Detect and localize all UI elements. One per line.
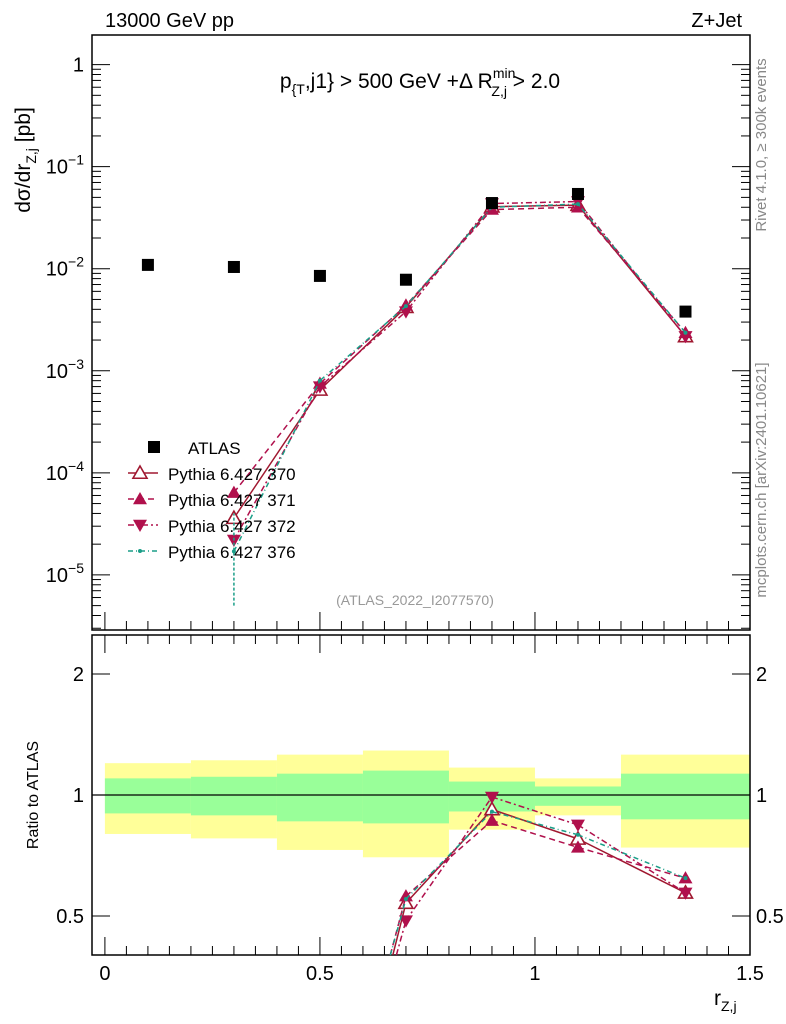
- ratio-line-371: [491, 819, 579, 849]
- series-point-376: [231, 549, 236, 554]
- ratio-line-370: [577, 838, 686, 894]
- ratio-line-376: [389, 898, 407, 956]
- x-tick-label: 0.5: [306, 963, 334, 985]
- legend-label-372: Pythia 6.427 372: [168, 517, 296, 536]
- ratio-point-376: [575, 832, 580, 837]
- ratio-band-inner: [620, 773, 750, 820]
- x-tick-label: 0: [99, 963, 110, 985]
- series-line-371: [233, 206, 687, 494]
- ratio-band-inner: [276, 773, 363, 822]
- ratio-tick-label-right: 0.5: [756, 906, 784, 928]
- x-axis-label: rZ,j: [714, 987, 737, 1014]
- legend-label-376: Pythia 6.427 376: [168, 543, 296, 562]
- ratio-line-376: [491, 810, 579, 836]
- ratio-plot-series: [389, 791, 694, 956]
- y-tick-label: 10−2: [46, 254, 84, 281]
- y-tick-label: 10−5: [46, 560, 84, 587]
- ratio-point-372: [570, 819, 585, 832]
- y-tick-label: 10−1: [46, 152, 84, 179]
- series-point-376: [575, 202, 580, 207]
- header-left: 13000 GeV pp: [105, 10, 234, 32]
- legend-label-atlas: ATLAS: [188, 439, 241, 458]
- series-point-376: [683, 330, 688, 335]
- series-point-372: [678, 331, 693, 344]
- ratio-band-inner: [104, 778, 191, 814]
- ratio-tick-label: 0.5: [56, 906, 84, 928]
- mcplots-info: mcplots.cern.ch [arXiv:2401.10621]: [753, 362, 770, 597]
- ratio-line-372: [405, 796, 493, 921]
- ratio-point-371: [570, 840, 585, 853]
- ratio-point-372: [678, 887, 693, 900]
- x-tick-label: 1: [529, 963, 540, 985]
- header-right: Z+Jet: [691, 10, 742, 32]
- ratio-y-axis-label: Ratio to ATLAS: [25, 741, 42, 849]
- data-point-atlas: [679, 305, 692, 318]
- data-point-atlas: [227, 260, 240, 273]
- legend-marker-371: [133, 492, 147, 505]
- ratio-tick-label-right: 1: [756, 785, 767, 807]
- rivet-info: Rivet 4.1.0, ≥ 300k events: [753, 58, 770, 231]
- data-point-atlas: [141, 258, 154, 271]
- data-point-atlas: [571, 187, 584, 200]
- ratio-line-372: [491, 796, 579, 826]
- ratio-point-376: [489, 809, 494, 814]
- ratio-line-370: [392, 902, 407, 956]
- ratio-line-371: [405, 820, 493, 897]
- x-tick-label: 1.5: [736, 963, 764, 985]
- series-point-376: [403, 304, 408, 309]
- series-line-376: [233, 203, 687, 552]
- ratio-band-inner: [362, 770, 449, 824]
- analysis-watermark: (ATLAS_2022_I2077570): [336, 592, 494, 608]
- series-point-376: [317, 378, 322, 383]
- ratio-point-370: [397, 894, 415, 910]
- ratio-point-372: [398, 915, 413, 928]
- legend-marker-372: [133, 519, 147, 532]
- legend-marker-atlas: [148, 441, 160, 453]
- legend-label-371: Pythia 6.427 371: [168, 491, 296, 510]
- ratio-band-inner: [190, 776, 277, 816]
- ratio-point-376: [683, 876, 688, 881]
- series-point-371: [226, 485, 241, 498]
- legend-marker-376: [138, 549, 142, 553]
- data-point-atlas: [485, 197, 498, 210]
- data-point-atlas: [313, 269, 326, 282]
- plot-title: p{T,j1} > 500 GeV +Δ Rmin Z,j > 2.0: [280, 65, 560, 99]
- ratio-line-376: [577, 834, 686, 879]
- ratio-line-372: [395, 920, 407, 956]
- y-axis-label: dσ/drZ,j [pb]: [12, 107, 39, 213]
- main-plot-series: [225, 196, 694, 554]
- ratio-tick-label: 1: [73, 785, 84, 807]
- y-tick-label: 1: [73, 55, 84, 77]
- legend-label-370: Pythia 6.427 370: [168, 465, 296, 484]
- ratio-tick-label-right: 2: [756, 664, 767, 686]
- y-tick-label: 10−4: [46, 458, 84, 485]
- ratio-tick-label: 2: [73, 664, 84, 686]
- ratio-line-370: [491, 808, 579, 840]
- data-point-atlas: [399, 273, 412, 286]
- series-point-372: [226, 534, 241, 547]
- ratio-line-376: [405, 811, 493, 900]
- main-plot-frame: [91, 34, 751, 631]
- ratio-line-371: [577, 846, 686, 879]
- ratio-point-371: [398, 889, 413, 902]
- legend-marker-370: [131, 464, 149, 480]
- ratio-band-inner: [534, 786, 621, 806]
- ratio-point-376: [403, 896, 408, 901]
- series-point-372: [312, 381, 327, 394]
- series-line-372: [233, 200, 687, 541]
- y-tick-label: 10−3: [46, 356, 84, 383]
- ratio-point-372: [484, 791, 499, 804]
- ratio-point-371: [484, 813, 499, 826]
